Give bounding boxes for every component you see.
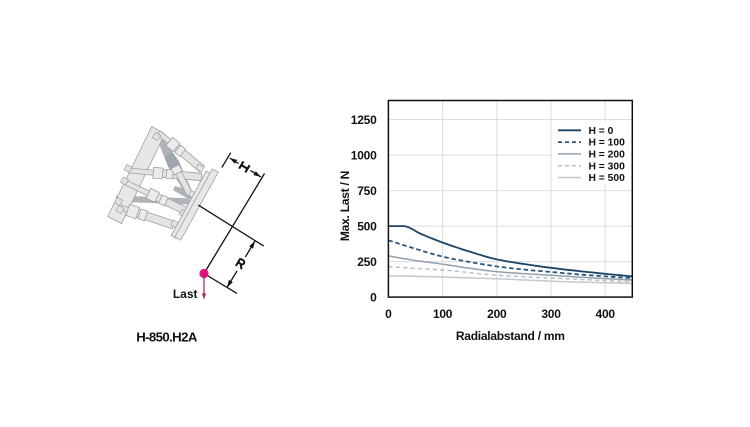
svg-text:H = 500: H = 500 <box>589 173 626 184</box>
svg-text:750: 750 <box>357 184 377 198</box>
svg-text:500: 500 <box>357 219 377 233</box>
svg-text:1250: 1250 <box>351 113 377 127</box>
svg-text:H = 300: H = 300 <box>589 161 626 172</box>
svg-text:400: 400 <box>596 307 616 321</box>
svg-text:H = 0: H = 0 <box>589 126 614 137</box>
svg-text:H = 200: H = 200 <box>589 150 626 161</box>
svg-text:300: 300 <box>541 307 561 321</box>
svg-text:250: 250 <box>357 255 377 269</box>
svg-text:0: 0 <box>385 307 392 321</box>
svg-text:100: 100 <box>433 307 453 321</box>
svg-text:H-850.H2A: H-850.H2A <box>136 329 198 344</box>
svg-text:Last: Last <box>173 287 198 301</box>
svg-text:H = 100: H = 100 <box>589 138 626 149</box>
svg-text:Max. Last / N: Max. Last / N <box>338 171 352 241</box>
svg-text:200: 200 <box>487 307 507 321</box>
svg-text:0: 0 <box>370 290 377 304</box>
svg-text:1000: 1000 <box>351 148 377 162</box>
svg-text:Radialabstand / mm: Radialabstand / mm <box>456 329 565 343</box>
